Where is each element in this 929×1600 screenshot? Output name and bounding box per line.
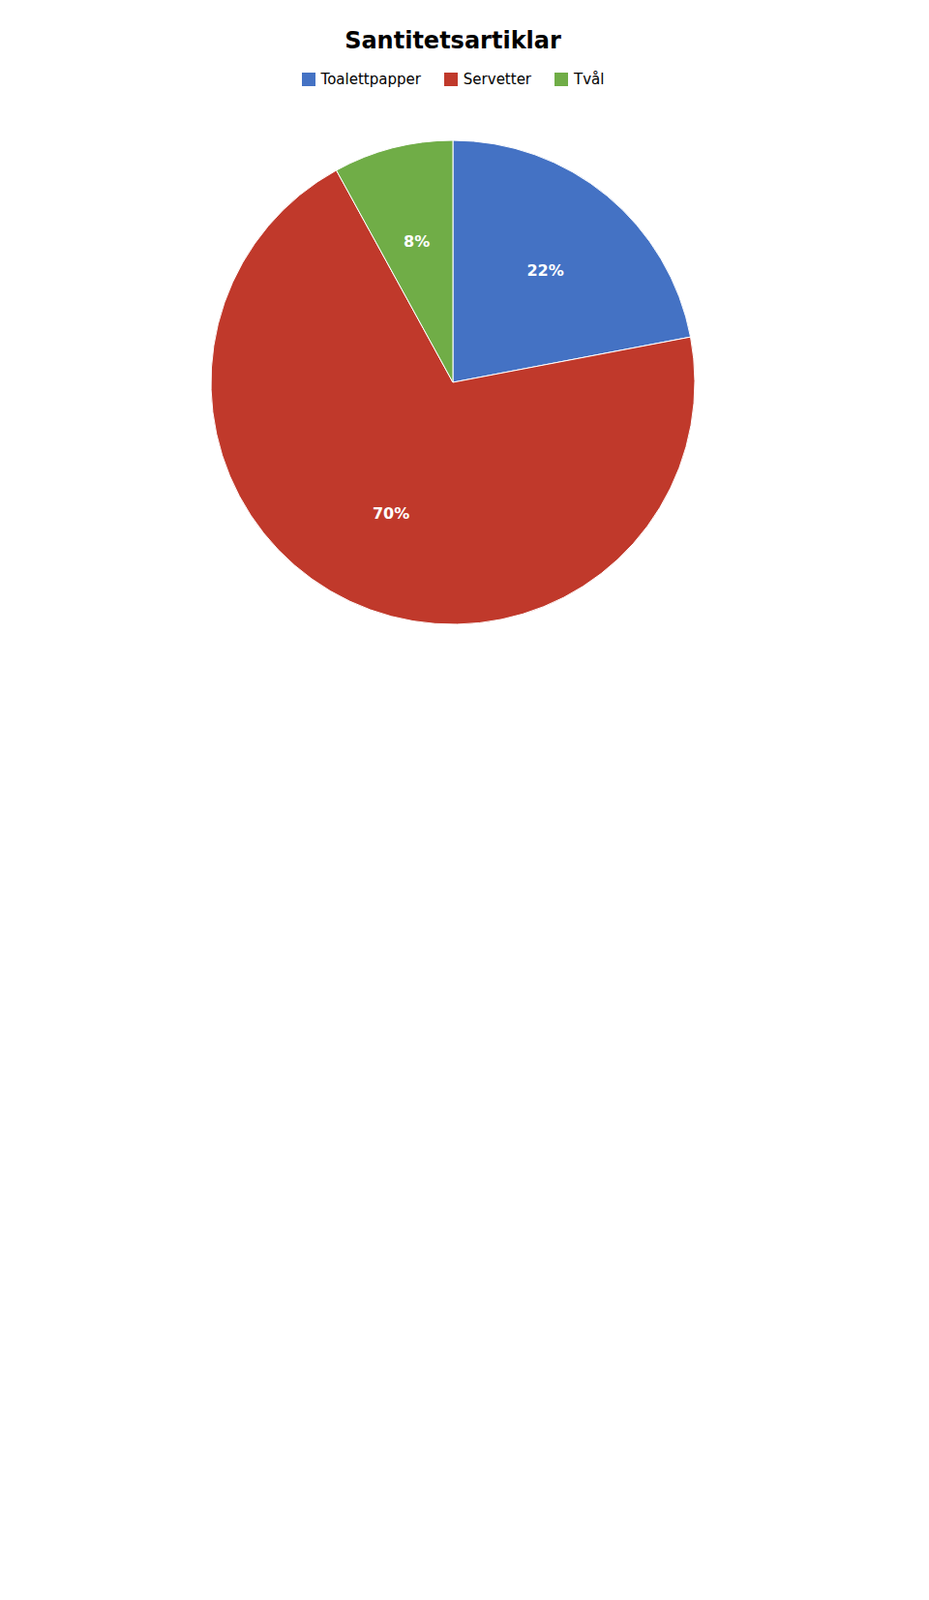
- svg-text:22%: 22%: [526, 261, 564, 280]
- html-text:Tvål: Tvål: [573, 70, 605, 89]
- svg-text:70%: 70%: [372, 504, 410, 523]
- html-text:Servetter: Servetter: [463, 70, 532, 89]
- svg-text:8%: 8%: [403, 232, 430, 251]
- html-text:Toalettpapper: Toalettpapper: [320, 70, 421, 89]
- html-text:Santitetsartiklar: Santitetsartiklar: [344, 27, 562, 55]
